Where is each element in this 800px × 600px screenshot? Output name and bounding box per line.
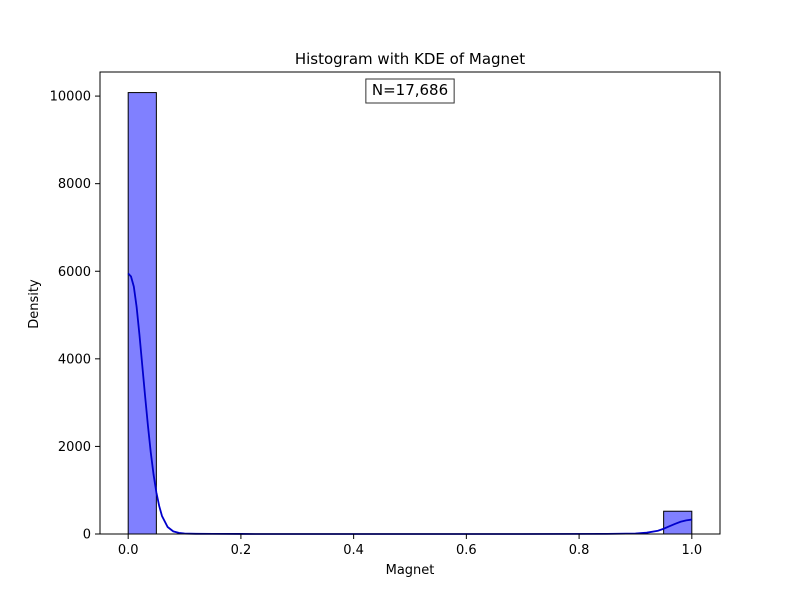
sample-size-annotation: N=17,686 (365, 78, 455, 104)
bars-layer (127, 92, 693, 535)
x-tick-label: 0.8 (569, 543, 590, 558)
y-tick-label: 4000 (58, 352, 91, 367)
x-tick-label: 0.0 (118, 543, 139, 558)
y-axis-label: Density (27, 279, 42, 329)
chart-title: Histogram with KDE of Magnet (295, 50, 525, 68)
y-tick-label: 2000 (58, 440, 91, 455)
kde-layer (127, 272, 692, 535)
x-tick-label: 1.0 (681, 543, 702, 558)
y-axis: 0 2000 4000 6000 8000 10000 (50, 90, 100, 543)
kde-curve (127, 272, 692, 535)
y-tick-label: 6000 (58, 265, 91, 280)
y-tick-label: 8000 (58, 177, 91, 192)
plot-frame (99, 71, 721, 535)
x-tick-label: 0.6 (456, 543, 477, 558)
annotation-box (365, 78, 455, 104)
annotation-text: N=17,686 (372, 81, 448, 99)
x-tick-label: 0.2 (231, 543, 252, 558)
x-axis: 0.0 0.2 0.4 0.6 0.8 1.0 (118, 534, 702, 558)
x-tick-label: 0.4 (343, 543, 364, 558)
y-tick-label: 0 (83, 528, 91, 543)
x-axis-label: Magnet (386, 563, 435, 578)
y-tick-label: 10000 (50, 90, 91, 105)
